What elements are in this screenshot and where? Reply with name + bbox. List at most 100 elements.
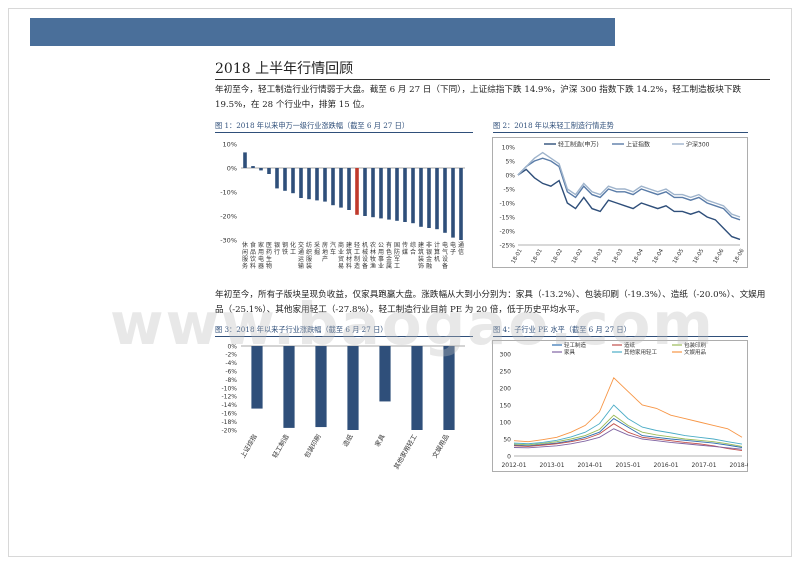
- fig3-x-label: 包装印刷: [302, 433, 323, 460]
- fig1-x-label-char: 品: [250, 249, 256, 256]
- fig3-bar: [411, 346, 423, 430]
- fig2-y-tick: -20%: [499, 229, 515, 236]
- fig1-x-label-char: 装: [306, 262, 312, 270]
- fig1-x-label-char: 工: [394, 263, 400, 270]
- fig1-bar: [451, 168, 455, 238]
- fig1-x-label-char: 饮: [250, 255, 256, 263]
- fig1-x-label-char: 铁: [282, 248, 288, 256]
- fig1-x-label-char: 工: [354, 249, 360, 256]
- fig2-title-rule: [493, 132, 748, 133]
- fig4-y-tick: 150: [500, 403, 512, 410]
- fig3-y-tick: -6%: [225, 369, 237, 376]
- fig2-series-line: [517, 151, 741, 218]
- frame-bottom: [8, 556, 792, 557]
- fig1-x-label-char: 计: [434, 241, 440, 249]
- fig1-x-label-char: 有: [386, 241, 392, 249]
- fig1-x-label-char: 算: [434, 248, 440, 256]
- fig4-y-tick: 250: [500, 369, 512, 376]
- fig1-x-label-char: 筑: [346, 248, 352, 256]
- fig2-legend-label: 轻工制造(申万): [558, 141, 599, 149]
- fig1-x-label-char: 化: [290, 241, 296, 249]
- fig1-bar: [331, 168, 335, 206]
- fig1-x-label-char: 银: [274, 241, 280, 249]
- fig3-x-label: 造纸: [340, 432, 355, 448]
- fig1-x-label-char: 服: [242, 256, 248, 263]
- fig1-x-label-char: 制: [354, 255, 360, 263]
- frame-top: [8, 8, 792, 9]
- fig4-x-tick: 2015-01: [615, 462, 640, 469]
- fig1-x-label-char: 色: [386, 248, 392, 256]
- fig1-y-tick: -30%: [220, 237, 237, 245]
- fig1-x-label-char: 渔: [370, 262, 376, 270]
- fig3-y-tick: -8%: [225, 377, 237, 384]
- fig2-x-tick: 18-06: [733, 248, 746, 265]
- fig2-x-tick: 18-02: [551, 248, 564, 265]
- fig3-y-tick: 0%: [227, 343, 237, 350]
- section-title: 2018 上半年行情回顾: [215, 61, 354, 77]
- fig2-y-tick: -10%: [499, 201, 515, 208]
- fig3-title: 图 3：2018 年以来子行业涨跌幅（截至 6 月 27 日）: [215, 325, 388, 334]
- fig1-x-label-char: 防: [394, 248, 400, 256]
- fig4-legend-label: 家具: [564, 348, 576, 356]
- fig3-x-label: 家具: [372, 432, 387, 448]
- fig1-x-label-char: 易: [338, 263, 344, 270]
- fig4-title: 图 4：子行业 PE 水平（截至 6 月 27 日）: [493, 325, 631, 334]
- fig1-y-tick: -20%: [220, 213, 237, 221]
- fig1-x-label-char: 生: [266, 255, 272, 263]
- fig1-bar: [299, 168, 303, 198]
- fig2-x-tick: 18-05: [692, 248, 705, 265]
- fig1-bar: [291, 168, 295, 194]
- fig2-series-line: [517, 157, 741, 221]
- fig4-series-line: [513, 377, 743, 443]
- fig4-frame: [492, 340, 748, 472]
- fig1-bar: [363, 168, 367, 216]
- fig4-x-tick: 2017-01: [691, 462, 716, 469]
- fig1-x-label-char: 行: [274, 248, 280, 256]
- fig1-x-label-char: 银: [426, 248, 432, 256]
- fig1-x-label-char: 物: [266, 262, 272, 270]
- fig2-y-tick: -5%: [503, 187, 515, 194]
- fig1-chart: 10%0%-10%-20%-30%休闲服务食品饮料家用电器医药生物银行钢铁化工交…: [220, 141, 465, 270]
- fig1-x-label-char: 国: [394, 242, 400, 249]
- fig4-series-line: [513, 428, 743, 450]
- fig1-x-label-char: 采: [314, 241, 320, 249]
- fig2-x-tick: 18-03: [591, 248, 604, 265]
- fig1-x-label-char: 气: [442, 248, 448, 256]
- fig1-x-label-char: 用: [258, 249, 264, 256]
- fig1-x-label-char: 装: [418, 255, 424, 263]
- fig1-x-label-char: 融: [426, 262, 432, 270]
- fig1-title-rule: [215, 132, 473, 133]
- fig1-x-label-char: 业: [338, 248, 344, 256]
- fig1-x-label-char: 料: [250, 262, 256, 270]
- fig1-x-label-char: 机: [362, 241, 368, 249]
- fig1-x-label-char: 汽: [330, 241, 336, 249]
- fig4-y-tick: 50: [503, 437, 511, 444]
- fig1-x-label-char: 备: [442, 262, 448, 270]
- fig1-bar: [283, 168, 287, 191]
- fig1-bar: [347, 168, 351, 210]
- fig4-y-tick: 0: [507, 454, 511, 461]
- fig2-x-tick: 18-01: [531, 248, 544, 265]
- fig1-x-label-char: 备: [362, 262, 368, 270]
- fig2-legend-label: 沪深300: [686, 141, 710, 149]
- fig4-series-line: [513, 423, 743, 452]
- fig1-x-label-char: 传: [402, 241, 408, 249]
- fig4-legend-label: 造纸: [624, 341, 636, 349]
- fig2-x-tick: 18-02: [571, 248, 584, 265]
- fig1-x-label-char: 闲: [242, 248, 248, 256]
- fig3-y-tick: -4%: [225, 360, 237, 367]
- fig1-x-label-char: 牧: [370, 255, 376, 263]
- fig1-x-label-char: 掘: [314, 248, 320, 256]
- fig1-x-label-char: 料: [346, 262, 352, 270]
- fig3-y-tick: -20%: [221, 427, 237, 434]
- fig1-x-label-char: 建: [346, 241, 352, 249]
- fig1-bar: [267, 168, 271, 174]
- fig2-x-tick: 18-06: [712, 248, 725, 265]
- fig1-bar: [307, 168, 311, 200]
- fig1-x-label-char: 子: [450, 249, 456, 256]
- fig3-title-rule: [215, 336, 473, 337]
- fig1-x-label-char: 通: [458, 241, 464, 249]
- fig4-series-line: [513, 404, 743, 445]
- fig1-x-label-char: 纺: [306, 241, 312, 249]
